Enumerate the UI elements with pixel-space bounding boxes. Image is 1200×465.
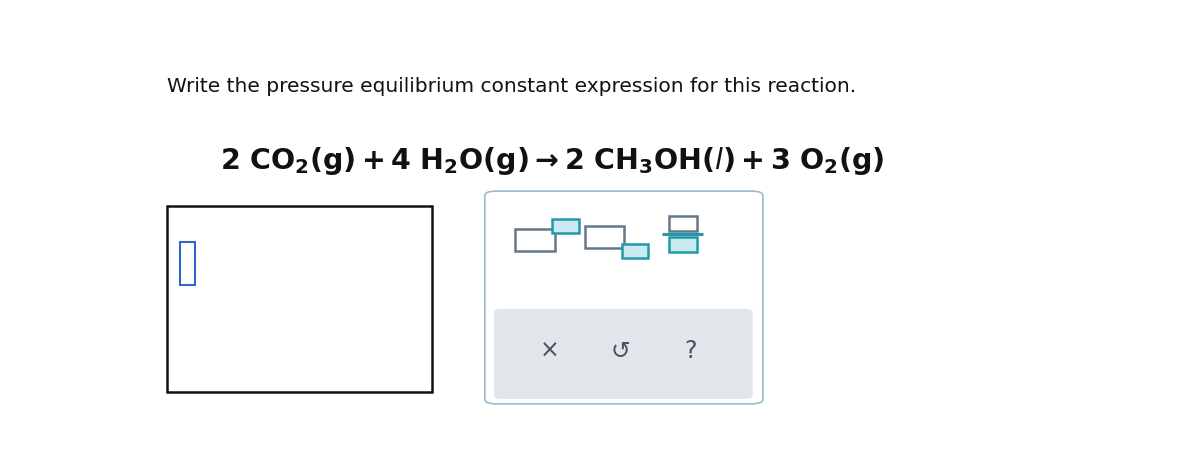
Text: Write the pressure equilibrium constant expression for this reaction.: Write the pressure equilibrium constant … (167, 77, 856, 96)
FancyBboxPatch shape (180, 242, 194, 285)
FancyBboxPatch shape (622, 244, 648, 258)
FancyBboxPatch shape (167, 206, 432, 392)
Text: ?: ? (684, 339, 696, 363)
FancyBboxPatch shape (485, 191, 763, 404)
Text: ×: × (540, 339, 559, 363)
FancyBboxPatch shape (668, 216, 697, 231)
FancyBboxPatch shape (494, 309, 752, 399)
Text: ↺: ↺ (611, 339, 630, 363)
FancyBboxPatch shape (516, 229, 554, 251)
FancyBboxPatch shape (668, 237, 697, 252)
FancyBboxPatch shape (586, 226, 624, 248)
Text: $\mathbf{2\ CO_2(g)+4\ H_2O(g){\rightarrow}2\ CH_3OH(\mathit{l})+3\ O_2(g)}$: $\mathbf{2\ CO_2(g)+4\ H_2O(g){\rightarr… (220, 146, 884, 177)
FancyBboxPatch shape (552, 219, 578, 233)
